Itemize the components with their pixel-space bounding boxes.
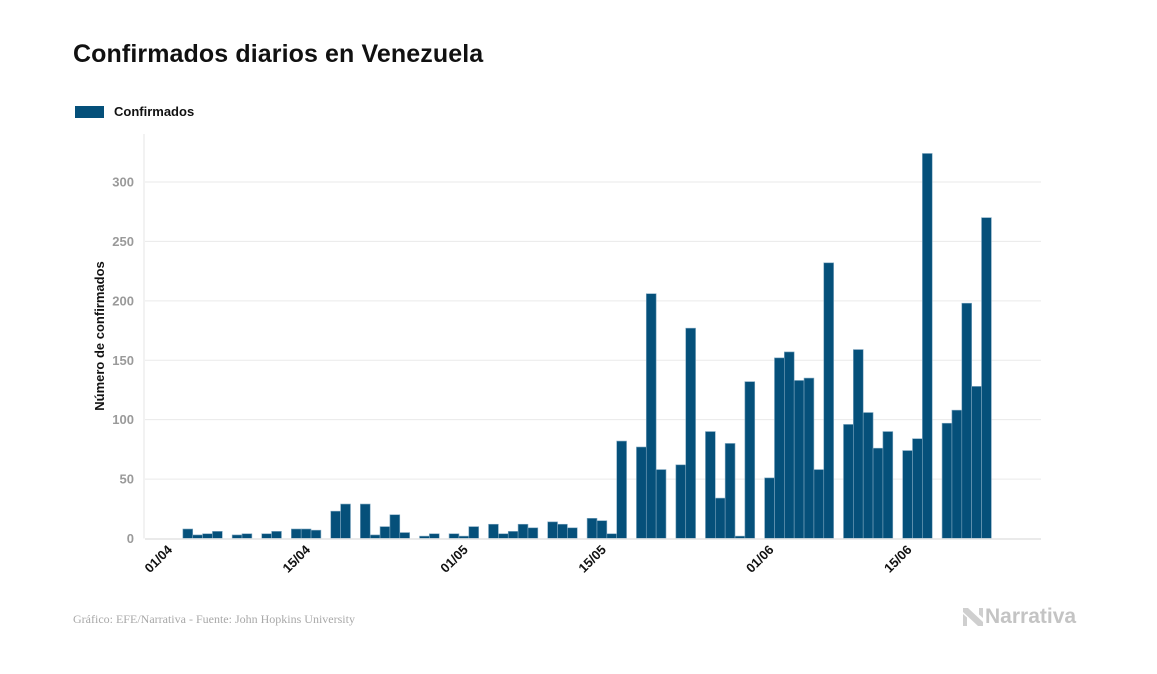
- y-tick-label: 50: [120, 472, 134, 487]
- bar: [527, 527, 539, 539]
- y-axis-title: Número de confirmados: [92, 261, 107, 411]
- bar: [853, 349, 864, 539]
- bar: [941, 422, 953, 539]
- bar: [685, 327, 696, 539]
- bar: [606, 533, 618, 539]
- y-tick-label: 150: [112, 353, 134, 368]
- bar: [271, 531, 282, 539]
- bar: [488, 523, 499, 539]
- source-credit: Gráfico: EFE/Narrativa - Fuente: John Ho…: [73, 612, 355, 626]
- bar: [734, 535, 746, 539]
- bar: [971, 386, 982, 539]
- bar: [231, 534, 243, 539]
- x-tick-label: 15/05: [575, 542, 609, 576]
- y-tick-label: 300: [112, 175, 134, 190]
- bar: [981, 217, 992, 539]
- bar: [823, 262, 834, 539]
- bar: [291, 528, 302, 539]
- bar: [429, 533, 440, 539]
- bar: [369, 534, 381, 539]
- bar: [784, 351, 795, 539]
- bar: [340, 503, 351, 539]
- bar: [448, 533, 460, 539]
- bar: [202, 533, 213, 539]
- bar: [764, 477, 775, 539]
- bar: [507, 531, 519, 539]
- bar: [636, 446, 647, 539]
- bar: [557, 523, 568, 539]
- bar: [813, 469, 825, 539]
- bar: [951, 409, 963, 539]
- bar: [872, 447, 884, 539]
- bar: [961, 302, 972, 539]
- y-tick-label: 0: [127, 531, 134, 546]
- bar: [192, 534, 203, 539]
- bar: [724, 443, 736, 539]
- bar: [310, 529, 322, 539]
- bar: [360, 503, 371, 539]
- bar: [182, 528, 194, 539]
- bar: [586, 517, 598, 539]
- bar: [517, 523, 529, 539]
- bar: [567, 527, 578, 539]
- bar: [744, 381, 756, 539]
- bar: [498, 533, 509, 539]
- y-tick-label: 100: [112, 412, 134, 427]
- bar: [774, 357, 785, 539]
- narrativa-n-icon: [963, 608, 983, 626]
- x-tick-labels: 01/04 15/04 01/05 15/05 01/06 15/06: [142, 541, 915, 575]
- legend-label-confirmados: Confirmados: [114, 104, 195, 119]
- chart-title: Confirmados diarios en Venezuela: [73, 40, 484, 68]
- bar: [902, 450, 913, 539]
- bar: [300, 528, 312, 539]
- logo-text: Narrativa: [985, 605, 1077, 628]
- bar: [379, 526, 391, 539]
- y-tick-label: 250: [112, 234, 134, 249]
- bar: [714, 497, 726, 539]
- bar: [419, 535, 430, 539]
- bar: [596, 520, 608, 539]
- bar: [675, 464, 687, 539]
- gridlines: [145, 181, 1041, 480]
- x-tick-label: 01/04: [142, 541, 176, 575]
- legend-swatch-confirmados: [75, 105, 104, 118]
- bar: [655, 469, 667, 539]
- bar: [547, 521, 558, 539]
- bar: [793, 380, 805, 539]
- x-tick-label: 01/05: [437, 542, 471, 576]
- x-tick-label: 15/06: [881, 542, 915, 576]
- bar: [399, 532, 410, 539]
- bar: [616, 440, 627, 539]
- bar: [882, 431, 894, 539]
- bar: [705, 431, 716, 539]
- y-tick-labels: 0 50 100 150 200 250 300: [112, 175, 134, 547]
- bar: [458, 535, 470, 539]
- bar: [922, 153, 933, 539]
- bar: [843, 424, 854, 539]
- bar: [261, 533, 272, 539]
- legend: Confirmados: [75, 104, 194, 119]
- bars: [182, 153, 992, 539]
- bar: [330, 510, 341, 539]
- bar: [803, 377, 815, 539]
- bar: [862, 412, 874, 539]
- bar: [389, 514, 401, 539]
- bar: [468, 526, 479, 539]
- x-tick-label: 01/06: [743, 542, 777, 576]
- bar: [645, 293, 657, 539]
- bar: [212, 531, 223, 539]
- narrativa-logo: Narrativa: [963, 605, 1076, 629]
- bar: [241, 533, 253, 539]
- bar: [912, 438, 923, 539]
- x-tick-label: 15/04: [280, 541, 314, 575]
- y-tick-label: 200: [112, 293, 134, 308]
